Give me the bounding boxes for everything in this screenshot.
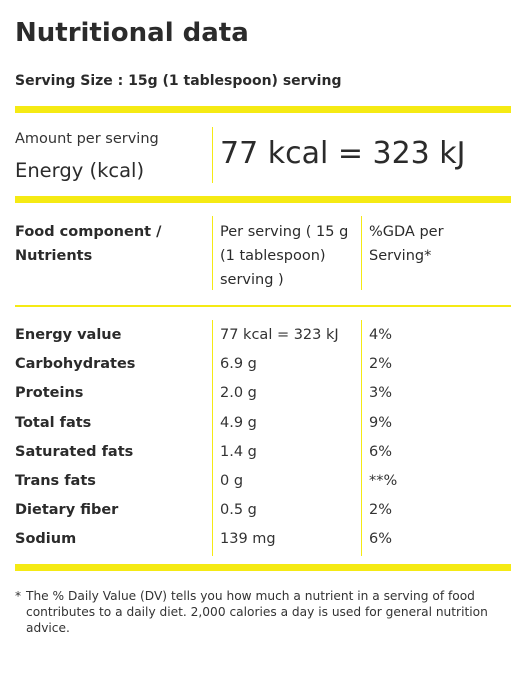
nutrient-per-serving: 139 mg (220, 531, 276, 547)
nutrient-per-serving: 0 g (220, 473, 244, 489)
nutrient-gda: 6% (369, 531, 393, 547)
table-row: Energy value 77 kcal = 323 kJ 4% (0, 325, 531, 354)
nutrient-per-serving: 6.9 g (220, 356, 257, 372)
header-food-component: Food component / Nutrients (15, 220, 161, 268)
column-divider (212, 127, 213, 183)
nutrient-gda: 6% (369, 444, 393, 460)
amount-per-serving-label: Amount per serving (15, 131, 159, 147)
header-gda-line2: Serving* (369, 248, 432, 264)
table-row: Trans fats 0 g **% (0, 471, 531, 500)
nutrient-name: Proteins (15, 385, 84, 401)
footnote-marker: * (15, 589, 22, 603)
column-divider (212, 320, 213, 556)
divider-line (15, 305, 511, 307)
energy-label: Energy (kcal) (15, 159, 145, 182)
table-row: Saturated fats 1.4 g 6% (0, 442, 531, 471)
nutrient-per-serving: 0.5 g (220, 502, 257, 518)
header-food-component-line2: Nutrients (15, 248, 93, 264)
table-row: Sodium 139 mg 6% (0, 529, 531, 558)
header-gda-line1: %GDA per (369, 224, 444, 240)
nutrient-name: Total fats (15, 415, 92, 431)
header-per-serving-line3: serving ) (220, 272, 284, 288)
header-per-serving-line1: Per serving ( 15 g (220, 224, 349, 240)
divider-bar (15, 106, 511, 113)
nutrient-gda: 9% (369, 415, 393, 431)
nutrient-per-serving: 2.0 g (220, 385, 257, 401)
nutrient-name: Carbohydrates (15, 356, 136, 372)
divider-bar (15, 196, 511, 203)
nutrient-per-serving: 1.4 g (220, 444, 257, 460)
nutrient-name: Sodium (15, 531, 77, 547)
nutrient-name: Trans fats (15, 473, 96, 489)
footnote-text: The % Daily Value (DV) tells you how muc… (26, 589, 488, 635)
table-row: Carbohydrates 6.9 g 2% (0, 354, 531, 383)
table-row: Total fats 4.9 g 9% (0, 413, 531, 442)
header-per-serving-line2: (1 tablespoon) (220, 248, 326, 264)
table-row: Proteins 2.0 g 3% (0, 383, 531, 412)
nutrient-per-serving: 77 kcal = 323 kJ (220, 327, 339, 343)
energy-value: 77 kcal = 323 kJ (220, 136, 466, 171)
nutrient-gda: 4% (369, 327, 393, 343)
divider-bar (15, 564, 511, 571)
nutrient-name: Saturated fats (15, 444, 134, 460)
nutrient-gda: 2% (369, 356, 393, 372)
header-gda: %GDA per Serving* (369, 220, 444, 268)
header-per-serving: Per serving ( 15 g (1 tablespoon) servin… (220, 220, 348, 292)
footnote: * The % Daily Value (DV) tells you how m… (15, 588, 515, 636)
column-divider (212, 216, 213, 290)
nutrient-name: Energy value (15, 327, 122, 343)
page-title: Nutritional data (15, 18, 249, 48)
nutrient-gda: 3% (369, 385, 393, 401)
table-row: Dietary fiber 0.5 g 2% (0, 500, 531, 529)
nutrient-gda: 2% (369, 502, 393, 518)
header-food-component-line1: Food component / (15, 224, 162, 240)
nutrient-gda: **% (369, 473, 398, 489)
column-divider (361, 216, 362, 290)
nutrient-name: Dietary fiber (15, 502, 119, 518)
serving-size: Serving Size : 15g (1 tablespoon) servin… (15, 73, 342, 89)
column-divider (361, 320, 362, 556)
nutrient-per-serving: 4.9 g (220, 415, 257, 431)
